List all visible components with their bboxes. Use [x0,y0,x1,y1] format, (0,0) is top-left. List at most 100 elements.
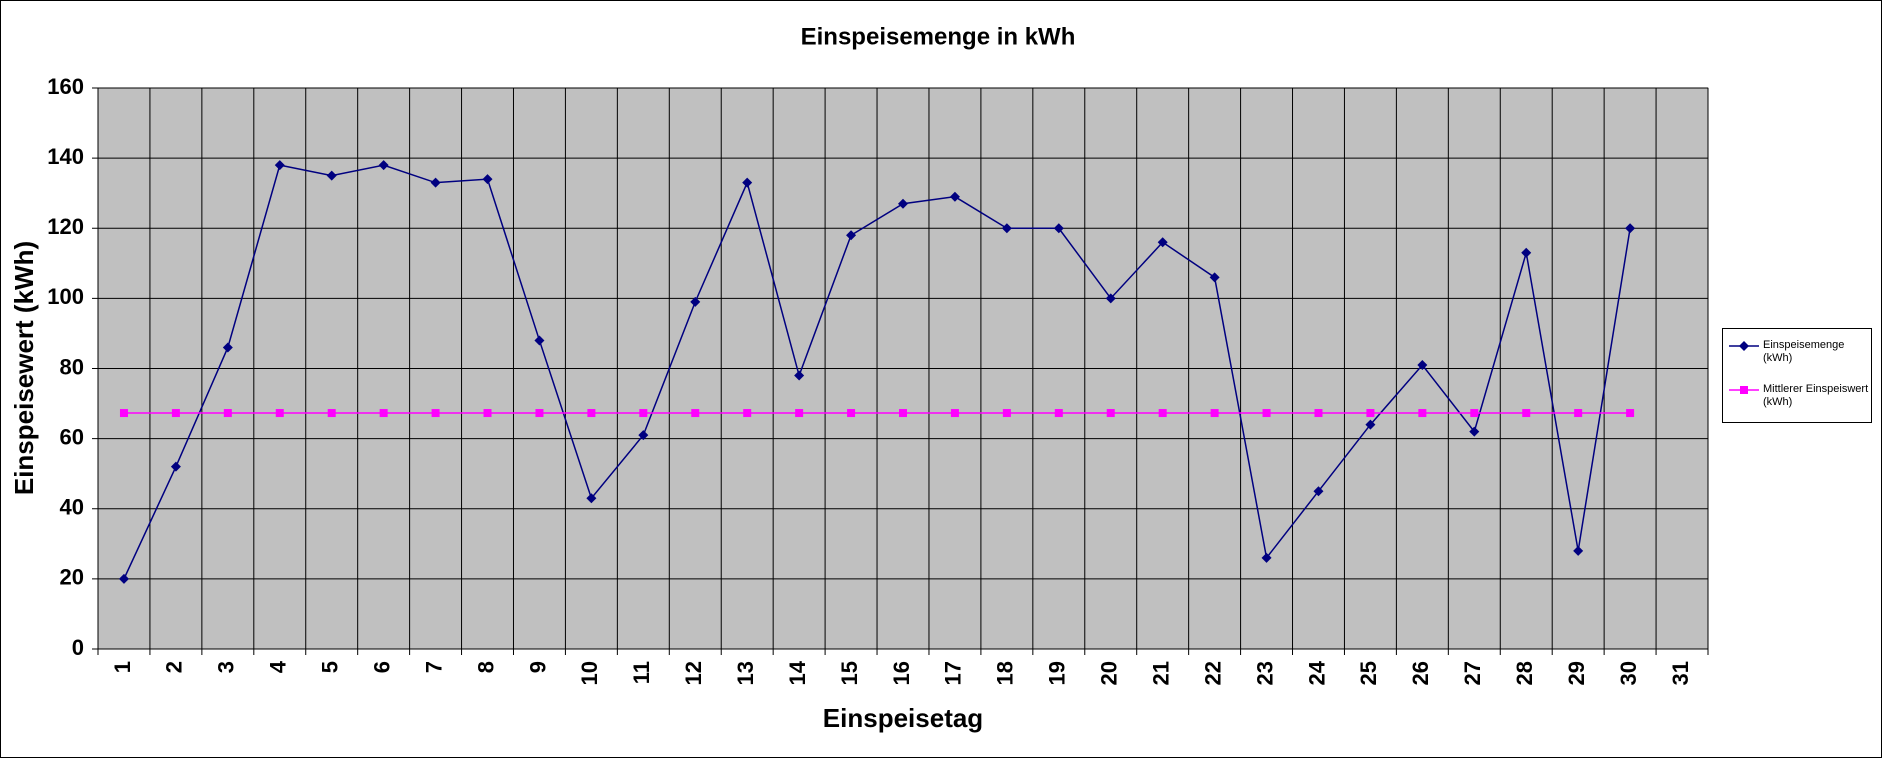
data-point [222,342,233,353]
x-tick-label: 7 [421,661,446,673]
data-point [1418,409,1427,418]
legend-marker [1739,341,1749,351]
x-tick-label: 15 [837,661,862,685]
x-tick-label: 1 [110,661,135,673]
y-tick-label: 40 [60,495,84,520]
x-tick-label: 2 [162,661,187,673]
data-point [1521,247,1532,258]
data-point [1417,359,1428,370]
x-tick-label: 6 [369,661,394,673]
x-tick-label: 27 [1460,661,1485,685]
data-point [691,409,700,418]
series-line [123,164,1631,580]
y-tick-label: 60 [60,424,84,449]
legend-marker [1740,386,1748,394]
data-point [1522,409,1531,418]
x-tick-label: 17 [941,661,966,685]
data-point [327,409,336,418]
data-point [950,409,959,418]
y-tick-label: 160 [47,74,84,99]
data-point [846,230,857,241]
data-point [223,409,232,418]
data-point [431,409,440,418]
data-point [535,409,544,418]
x-tick-label: 31 [1668,661,1693,685]
data-point [1625,223,1636,234]
data-point [379,409,388,418]
data-point [1209,272,1220,283]
data-point [1105,293,1116,304]
y-tick-label: 20 [60,565,84,590]
x-tick-label: 13 [733,661,758,685]
data-point [274,160,285,171]
x-tick-label: 8 [473,661,498,673]
x-tick-label: 29 [1564,661,1589,685]
data-point [118,573,129,584]
x-tick-label: 16 [889,661,914,685]
data-point [1157,237,1168,248]
x-axis-label: Einspeisetag [823,703,983,733]
data-point [1158,409,1167,418]
y-tick-label: 140 [47,144,84,169]
y-tick-label: 80 [60,354,84,379]
data-point [586,493,597,504]
data-point [171,409,180,418]
data-point [430,177,441,188]
data-point [1053,223,1064,234]
data-point [119,409,128,418]
data-point [1470,409,1479,418]
legend-label: Mittlerer Einspeiswert (kWh) [1763,383,1869,408]
data-point [1366,409,1375,418]
data-point [1001,223,1012,234]
x-tick-label: 10 [577,661,602,685]
x-tick-label: 19 [1045,661,1070,685]
data-point [1626,409,1635,418]
data-point [794,370,805,381]
x-tick-label: 12 [681,661,706,685]
data-point [898,198,908,209]
data-point [170,461,181,472]
data-point [1469,426,1480,437]
data-point [742,177,753,188]
data-point [1365,419,1376,430]
data-point [1313,486,1324,497]
data-point [899,409,907,418]
x-tick-label: 22 [1200,661,1225,685]
x-tick-label: 30 [1616,661,1641,685]
legend-label: Einspeisemenge (kWh) [1763,339,1845,364]
x-tick-label: 11 [629,661,654,684]
data-point [483,409,492,418]
x-tick-label: 3 [214,661,239,673]
data-point [1314,409,1323,418]
x-tick-label: 26 [1408,661,1433,685]
data-point [587,409,596,418]
data-point [1573,545,1584,556]
data-point [847,409,856,418]
chart-title: Einspeisemenge in kWh [801,23,1076,50]
legend-swatch [1729,386,1759,394]
data-point [795,409,804,418]
data-point [1261,552,1272,563]
x-tick-label: 20 [1097,661,1122,685]
y-axis-label: Einspeisewert (kWh) [9,241,39,495]
data-point [326,170,337,181]
x-tick-label: 23 [1252,661,1277,685]
data-point [534,335,545,346]
data-point [1210,409,1219,418]
x-tick-label: 9 [525,661,550,673]
data-point [1106,409,1115,418]
data-point [638,430,649,441]
data-point [1054,409,1063,418]
data-point [1262,409,1271,418]
data-point [690,296,701,307]
y-tick-label: 100 [47,284,84,309]
data-point [378,160,389,171]
data-point [743,409,752,418]
data-point [1002,409,1011,418]
data-point [482,174,493,185]
legend: Einspeisemenge (kWh) Mittlerer Einspeiswe… [1722,328,1872,423]
x-tick-label: 4 [266,660,291,673]
x-tick-label: 14 [785,660,810,685]
